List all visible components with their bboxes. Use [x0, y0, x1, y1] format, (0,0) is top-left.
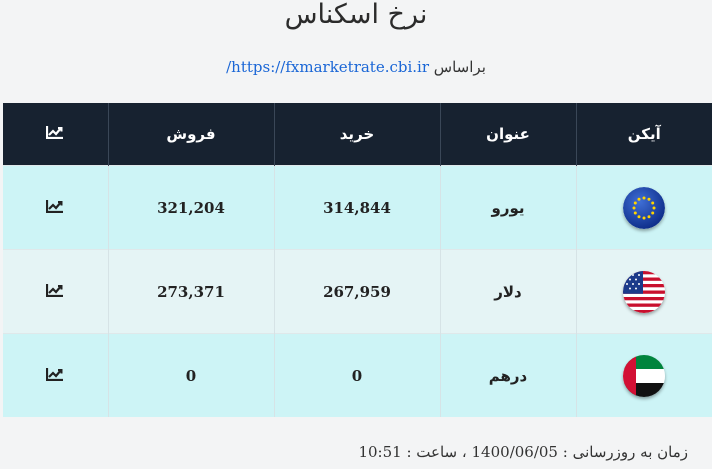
currency-name: یورو [439, 165, 576, 250]
flag-cell [575, 333, 712, 417]
header-icon: آیکن [575, 103, 712, 166]
page-title: نرخ اسکناس [284, 0, 428, 30]
source-link[interactable]: https://fxmarketrate.cbi.ir/ [226, 58, 430, 76]
us-flag-icon [623, 270, 666, 313]
header-name: عنوان [439, 103, 576, 166]
header-chart [3, 103, 108, 166]
flag-cell [575, 165, 712, 250]
currency-name: درهم [439, 333, 576, 417]
chart-cell [3, 249, 108, 334]
uae-flag-icon [623, 354, 666, 397]
chart-cell [3, 333, 108, 417]
update-info: زمان به روزرسانی : 1400/06/05 ، ساعت : 1… [358, 443, 688, 461]
chart-icon[interactable] [46, 283, 64, 297]
buy-price: 314,844 [273, 165, 440, 250]
source-line: براساس https://fxmarketrate.cbi.ir/ [0, 58, 712, 76]
update-time: 10:51 [358, 443, 402, 461]
table-header-row: آیکن عنوان خرید فروش [3, 103, 712, 166]
eu-flag-icon [623, 186, 666, 229]
table-row: یورو 314,844 321,204 [3, 165, 712, 250]
table-row: درهم 0 0 [3, 333, 712, 417]
sell-price: 321,204 [107, 165, 274, 250]
source-prefix: براساس [433, 58, 486, 76]
sell-price: 273,371 [107, 249, 274, 334]
header-sell: فروش [107, 103, 274, 166]
buy-price: 0 [273, 333, 440, 417]
update-date: 1400/06/05 [471, 443, 558, 461]
flag-cell [575, 249, 712, 334]
header-buy: خرید [273, 103, 440, 166]
currency-name: دلار [439, 249, 576, 334]
table-row: دلار 267,959 273,371 [3, 249, 712, 334]
time-label: ، ساعت : [406, 443, 467, 461]
sell-price: 0 [107, 333, 274, 417]
chart-cell [3, 165, 108, 250]
chart-icon[interactable] [46, 199, 64, 213]
rates-table: آیکن عنوان خرید فروش [3, 103, 712, 417]
chart-icon[interactable] [46, 367, 64, 381]
chart-icon [46, 126, 64, 139]
update-label: زمان به روزرسانی : [562, 443, 688, 461]
buy-price: 267,959 [273, 249, 440, 334]
